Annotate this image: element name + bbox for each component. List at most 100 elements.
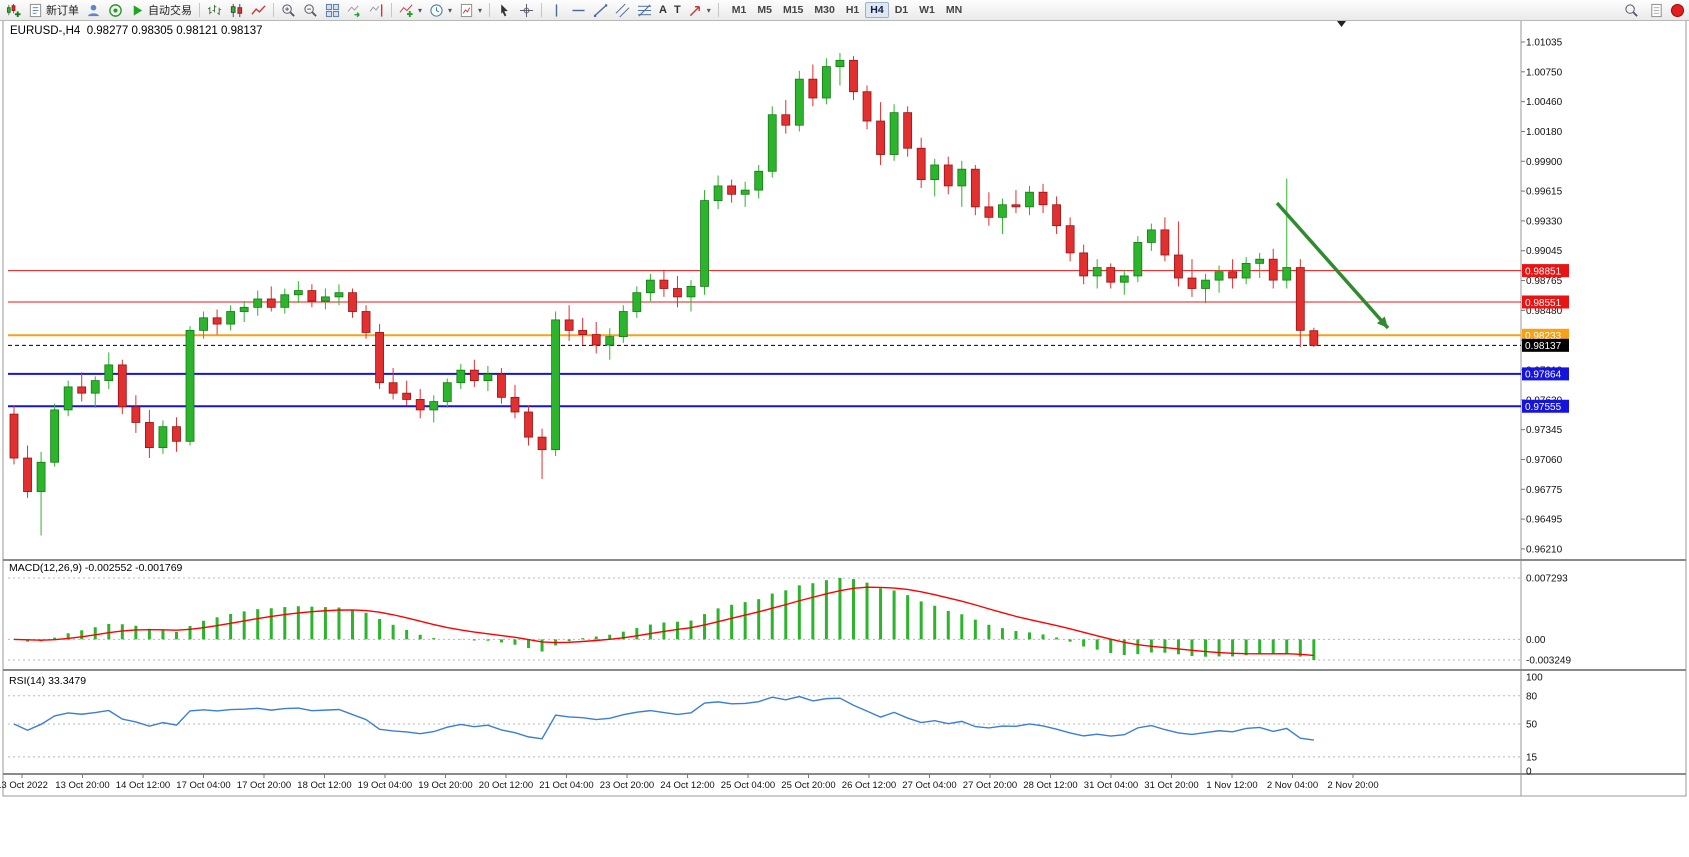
candle xyxy=(1174,254,1183,279)
vertical-line-button[interactable] xyxy=(546,1,567,19)
price-axis-label: 0.97060 xyxy=(1526,455,1563,466)
candle xyxy=(212,317,222,325)
zoom-in-button[interactable] xyxy=(278,1,299,19)
timeframe-m1[interactable]: M1 xyxy=(731,4,747,16)
zoom-out-icon xyxy=(303,3,318,18)
macd-scale-label: 0.007293 xyxy=(1526,574,1568,585)
autotrading-label: 自动交易 xyxy=(148,5,192,17)
candle xyxy=(1241,262,1251,279)
resistance-2-price-tag-text: 0.98551 xyxy=(1525,298,1562,309)
candle xyxy=(822,66,831,99)
timeframe-w1[interactable]: W1 xyxy=(919,4,935,16)
chart-shift-button[interactable] xyxy=(366,1,387,19)
candle xyxy=(1119,275,1129,283)
price-axis-label: 0.99330 xyxy=(1526,216,1563,227)
timeframe-m30[interactable]: M30 xyxy=(814,4,835,16)
horizontal-line-button[interactable] xyxy=(568,1,589,19)
rsi-name: RSI(14) xyxy=(9,675,46,687)
timeframe-h4[interactable]: H4 xyxy=(865,2,889,18)
record-button[interactable] xyxy=(1671,3,1684,17)
label-tool-button[interactable]: T xyxy=(671,1,684,19)
time-axis-label: 26 Oct 12:00 xyxy=(842,780,896,791)
trend-arrow-annotation[interactable] xyxy=(1275,201,1390,330)
chart-shift-marker[interactable] xyxy=(1337,21,1346,27)
metaeditor-button[interactable] xyxy=(83,1,104,19)
candle xyxy=(930,164,940,181)
line-chart-button[interactable] xyxy=(248,1,269,19)
indicators-button[interactable]: ▾ xyxy=(396,1,425,19)
candle xyxy=(524,411,533,438)
template-icon xyxy=(459,3,474,18)
candle xyxy=(876,120,885,155)
rsi-scale-label: 50 xyxy=(1526,720,1538,731)
candle xyxy=(591,334,601,346)
macd-scale-label: -0.003249 xyxy=(1526,656,1571,667)
new-chart-button[interactable] xyxy=(3,1,24,19)
time-axis-label: 13 Oct 20:00 xyxy=(55,780,109,791)
text-tool-button[interactable]: A xyxy=(656,1,670,19)
candle xyxy=(1255,258,1265,264)
price-axis-label: 1.00750 xyxy=(1526,67,1563,78)
macd-scale-label: 0.00 xyxy=(1526,635,1546,646)
time-axis-label: 17 Oct 20:00 xyxy=(237,780,291,791)
candle xyxy=(605,336,615,346)
horizontal-line-icon xyxy=(571,3,586,18)
timeframe-m15[interactable]: M15 xyxy=(782,4,804,16)
rsi-value: 33.3479 xyxy=(48,675,87,687)
price-axis-label: 0.99900 xyxy=(1526,157,1563,168)
candle xyxy=(1025,191,1034,208)
trendline-button[interactable] xyxy=(590,1,611,19)
vertical-line-icon xyxy=(549,3,564,18)
macd-signal-line xyxy=(13,586,1314,657)
channel-button[interactable] xyxy=(612,1,633,19)
time-axis-label: 13 Oct 2022 xyxy=(0,780,48,791)
candle xyxy=(36,461,46,492)
candle xyxy=(1146,229,1156,243)
candle xyxy=(117,364,127,408)
timeframe-h1[interactable]: H1 xyxy=(845,4,860,16)
candlestick-chart-button[interactable] xyxy=(226,1,247,19)
current-price-price-tag xyxy=(1522,338,1569,352)
tile-windows-button[interactable] xyxy=(322,1,343,19)
candle xyxy=(1268,258,1278,281)
timeframe-m5[interactable]: M5 xyxy=(757,4,772,16)
candle xyxy=(673,288,682,298)
price-axis-label: 0.98765 xyxy=(1526,276,1563,287)
time-axis-label: 19 Oct 04:00 xyxy=(358,780,412,791)
candle xyxy=(1309,330,1319,346)
bar-chart-button[interactable] xyxy=(204,1,225,19)
crosshair-button[interactable] xyxy=(516,1,537,19)
zoom-out-button[interactable] xyxy=(300,1,321,19)
search-button[interactable] xyxy=(1621,1,1642,19)
price-axis-label: 0.99615 xyxy=(1526,187,1563,198)
price-axis-label: 0.96210 xyxy=(1526,544,1563,555)
price-axis-label: 1.01035 xyxy=(1526,38,1563,49)
cursor-button[interactable] xyxy=(494,1,515,19)
autotrading-button[interactable]: 自动交易 xyxy=(127,1,195,19)
line-chart-icon xyxy=(251,3,266,18)
macd-label: MACD(12,26,9) -0.002552 -0.001769 xyxy=(9,562,182,574)
candle xyxy=(551,319,560,451)
arrows-tool-button[interactable]: ▾ xyxy=(685,1,714,19)
candle xyxy=(632,292,642,312)
new-order-button[interactable]: 新订单 xyxy=(25,1,82,19)
templates-button[interactable]: ▾ xyxy=(456,1,485,19)
document-button[interactable] xyxy=(1646,1,1667,19)
candle xyxy=(1187,277,1197,289)
timeframe-mn[interactable]: MN xyxy=(945,4,963,16)
trendline-icon xyxy=(593,3,608,18)
candle xyxy=(808,78,818,99)
candle xyxy=(104,364,114,382)
rsi-label: RSI(14) 33.3479 xyxy=(9,675,86,687)
time-axis-label: 31 Oct 20:00 xyxy=(1144,780,1198,791)
candle xyxy=(835,59,845,67)
periods-button[interactable]: ▾ xyxy=(426,1,455,19)
fibonacci-button[interactable] xyxy=(634,1,655,19)
price-axis-label: 1.00460 xyxy=(1526,97,1563,108)
trend-arrow-head xyxy=(1376,316,1388,328)
navigator-button[interactable] xyxy=(105,1,126,19)
auto-scroll-button[interactable] xyxy=(344,1,365,19)
candle xyxy=(321,296,330,302)
timeframe-d1[interactable]: D1 xyxy=(894,4,909,16)
